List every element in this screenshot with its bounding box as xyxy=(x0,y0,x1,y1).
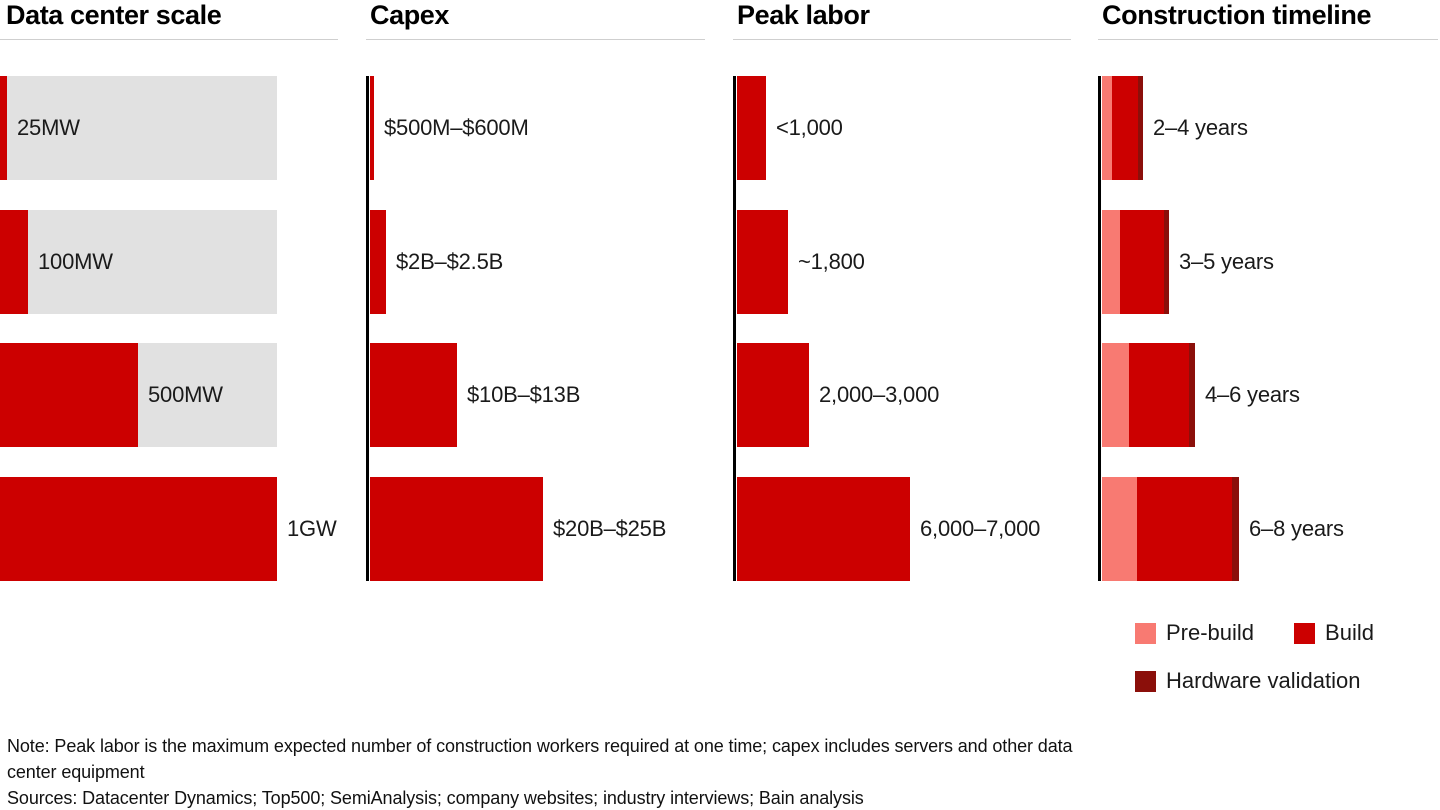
bar-value-label: 100MW xyxy=(38,249,113,274)
bar-value-label: $500M–$600M xyxy=(384,115,529,140)
bar-segment-build xyxy=(370,76,374,180)
panel-peak-labor: Peak labor <1,000 ~1,800 2,000–3,000 6,000–… xyxy=(733,0,1071,610)
bar-value-label: $2B–$2.5B xyxy=(396,249,504,274)
bar-segment-build xyxy=(1137,477,1232,581)
bar-segment-hardware-validation xyxy=(1138,76,1143,180)
bar-value-label: ~1,800 xyxy=(798,249,865,274)
bar-rows: 25MW 100MW 500MW 1GW xyxy=(0,0,338,610)
panel-construction-timeline: Construction timeline 2–4 years 3–5 years… xyxy=(1098,0,1438,610)
legend-item-build: Build xyxy=(1294,620,1374,646)
bar-value-label: 500MW xyxy=(148,382,223,407)
bar-segment-pre-build xyxy=(1102,210,1120,314)
bar-row: 2,000–3,000 xyxy=(737,343,939,447)
bar-segment-build xyxy=(0,343,138,447)
bar-segment-build xyxy=(0,477,277,581)
axis-line xyxy=(1098,76,1101,581)
panel-data-center-scale: Data center scale 25MW 100MW 500MW 1GW xyxy=(0,0,338,610)
bar-segment-build xyxy=(737,477,910,581)
panel-title-peak-labor: Peak labor xyxy=(737,0,870,30)
legend-swatch-hardware-validation xyxy=(1135,670,1156,692)
bar-segment-build xyxy=(1129,343,1189,447)
bar-segment-hardware-validation xyxy=(1232,477,1239,581)
header-rule xyxy=(733,39,1071,40)
header-rule xyxy=(1098,39,1438,40)
legend-swatch-build xyxy=(1294,622,1316,644)
panel-title-data-center-scale: Data center scale xyxy=(6,0,222,30)
bar-value-label: $10B–$13B xyxy=(467,382,581,407)
bar-value-label: 3–5 years xyxy=(1179,249,1274,274)
legend-label: Build xyxy=(1325,620,1374,645)
bar-value-label: $20B–$25B xyxy=(553,516,667,541)
bar-segment-track xyxy=(28,210,277,314)
legend: Pre-build Build Hardware validation xyxy=(1135,620,1440,694)
bar-row: 2–4 years xyxy=(1102,76,1248,180)
bar-segment-pre-build xyxy=(1102,343,1129,447)
legend-label: Hardware validation xyxy=(1166,668,1361,693)
header-rule xyxy=(366,39,705,40)
bar-row: 100MW xyxy=(0,210,277,314)
bar-segment-build xyxy=(370,343,457,447)
bar-value-label: <1,000 xyxy=(776,115,843,140)
bar-row: $2B–$2.5B xyxy=(370,210,503,314)
bar-segment-pre-build xyxy=(1102,477,1137,581)
bar-segment-hardware-validation xyxy=(1189,343,1195,447)
legend-item-pre-build: Pre-build xyxy=(1135,620,1254,646)
bar-segment-track xyxy=(7,76,277,180)
legend-label: Pre-build xyxy=(1166,620,1255,645)
note-line-2: center equipment xyxy=(7,762,145,782)
bar-row: $500M–$600M xyxy=(370,76,529,180)
bar-segment-build xyxy=(737,76,766,180)
bar-segment-build xyxy=(1112,76,1138,180)
panel-title-capex: Capex xyxy=(370,0,450,30)
bar-segment-track xyxy=(138,343,277,447)
bar-value-label: 4–6 years xyxy=(1205,382,1300,407)
bar-segment-build xyxy=(370,210,386,314)
bar-row: 3–5 years xyxy=(1102,210,1274,314)
bar-value-label: 25MW xyxy=(17,115,80,140)
bar-rows: $500M–$600M $2B–$2.5B $10B–$13B $20B–$25B xyxy=(366,0,705,610)
bar-segment-build xyxy=(0,210,28,314)
bar-segment-pre-build xyxy=(1102,76,1112,180)
legend-item-hardware-validation: Hardware validation xyxy=(1135,668,1360,694)
bar-row: 1GW xyxy=(0,477,337,581)
bar-segment-hardware-validation xyxy=(1164,210,1169,314)
bar-value-label: 1GW xyxy=(287,516,337,541)
legend-swatch-pre-build xyxy=(1135,622,1156,644)
bar-row: 6,000–7,000 xyxy=(737,477,1040,581)
header-rule xyxy=(0,39,338,40)
bar-segment-build xyxy=(737,210,788,314)
bar-segment-build xyxy=(0,76,7,180)
panel-title-construction-timeline: Construction timeline xyxy=(1102,0,1372,30)
bar-row: 25MW xyxy=(0,76,277,180)
bar-row: $20B–$25B xyxy=(370,477,666,581)
bar-row: 4–6 years xyxy=(1102,343,1300,447)
bar-row: <1,000 xyxy=(737,76,843,180)
panel-capex: Capex $500M–$600M $2B–$2.5B $10B–$13B $20B–… xyxy=(366,0,705,610)
bar-value-label: 2,000–3,000 xyxy=(819,382,940,407)
axis-line xyxy=(733,76,736,581)
bar-value-label: 6–8 years xyxy=(1249,516,1344,541)
bar-segment-build xyxy=(1120,210,1164,314)
bar-row: 500MW xyxy=(0,343,277,447)
bar-rows: <1,000 ~1,800 2,000–3,000 6,000–7,000 xyxy=(733,0,1071,610)
bar-row: $10B–$13B xyxy=(370,343,580,447)
bar-value-label: 2–4 years xyxy=(1153,115,1248,140)
bar-segment-build xyxy=(370,477,543,581)
axis-line xyxy=(366,76,369,581)
sources-line: Sources: Datacenter Dynamics; Top500; Se… xyxy=(7,788,864,808)
note-line-1: Note: Peak labor is the maximum expected… xyxy=(7,736,1073,756)
bar-rows: 2–4 years 3–5 years 4–6 years 6–8 years xyxy=(1098,0,1438,610)
bar-row: 6–8 years xyxy=(1102,477,1344,581)
footnote: Note: Peak labor is the maximum expected… xyxy=(7,733,1427,810)
bar-row: ~1,800 xyxy=(737,210,865,314)
bar-value-label: 6,000–7,000 xyxy=(920,516,1041,541)
bar-segment-build xyxy=(737,343,809,447)
